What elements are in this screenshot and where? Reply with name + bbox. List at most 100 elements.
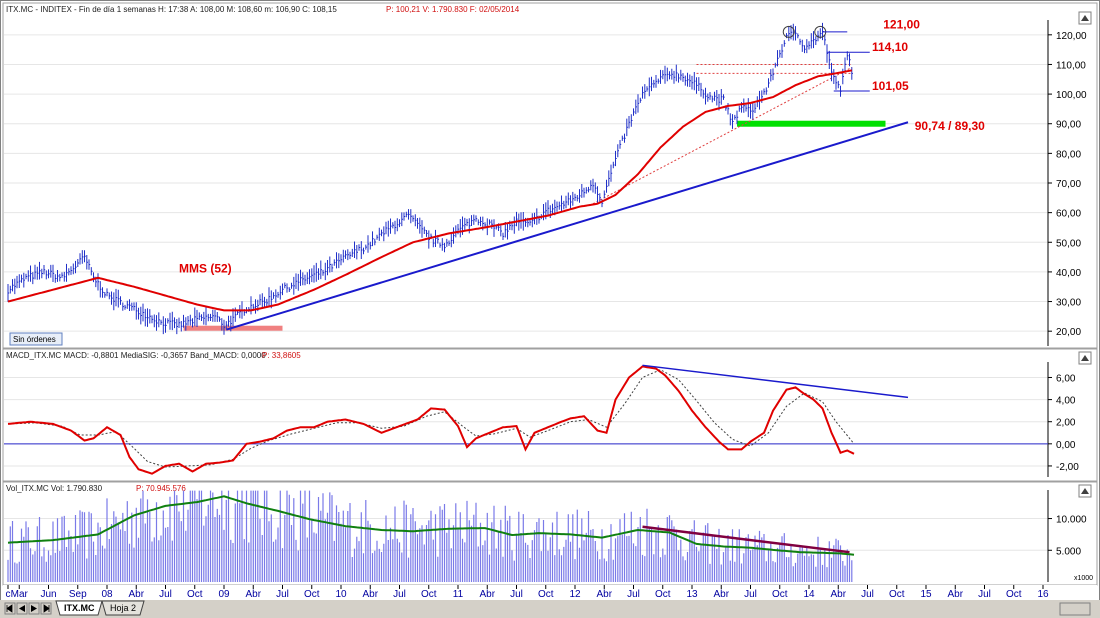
- macd-header-extra: P: 33,8605: [262, 351, 301, 360]
- support-trendline: [225, 121, 909, 331]
- x-tick-label: 12: [569, 589, 581, 600]
- moving-average: [7, 69, 852, 312]
- macd-y-tick-label: 2,00: [1056, 418, 1076, 429]
- macd-header: MACD_ITX.MC MACD: -0,8801 MediaSIG: -0,3…: [6, 351, 266, 360]
- prev-icon: [19, 605, 25, 612]
- x-tick-label: Abr: [362, 589, 378, 600]
- last-icon: [43, 604, 50, 613]
- x-tick-label: 09: [218, 589, 230, 600]
- x-tick-label: Abr: [245, 589, 261, 600]
- macd-y-tick-label: 0,00: [1056, 440, 1076, 451]
- x-tick-label: Jun: [40, 589, 56, 600]
- x-tick-label: Abr: [479, 589, 495, 600]
- macd-trendline: [642, 364, 909, 399]
- x-tick-label: Sep: [69, 589, 87, 600]
- volume-average: [7, 495, 855, 556]
- chevron-up-icon: [1081, 355, 1089, 361]
- tab-first-button[interactable]: [4, 602, 16, 615]
- macd-line: [7, 365, 855, 475]
- macd-y-tick-label: 6,00: [1056, 373, 1076, 384]
- top-marker-circle: [782, 25, 795, 38]
- first-icon: [6, 604, 13, 613]
- x-tick-label: Oct: [655, 589, 671, 600]
- x-tick-label: Jul: [978, 589, 991, 600]
- x-tick-label: Jul: [393, 589, 406, 600]
- x-tick-label: Abr: [596, 589, 612, 600]
- tab-itx-mc-label: ITX.MC: [64, 603, 95, 613]
- x-tick-label: Mar: [11, 589, 29, 600]
- x-tick-label: Oct: [1006, 589, 1022, 600]
- volume-y-tick-label: 10.000: [1056, 515, 1087, 526]
- x-tick-label: Oct: [304, 589, 320, 600]
- tab-prev-button[interactable]: [16, 602, 28, 615]
- x-tick-label: 15: [920, 589, 932, 600]
- x-tick-label: Jul: [861, 589, 874, 600]
- tab-last-button[interactable]: [40, 602, 52, 615]
- volume-header: Vol_ITX.MC Vol: 1.790.830: [6, 484, 103, 493]
- annotation-label: 114,10: [872, 40, 908, 54]
- x-tick-label: 14: [803, 589, 815, 600]
- price-y-tick-label: 50,00: [1056, 238, 1081, 249]
- price-header-extra: P: 100,21 V: 1.790.830 F: 02/05/2014: [386, 5, 520, 14]
- macd-signal-line: [7, 369, 855, 468]
- sheet-tab-bar: ITX.MC Hoja 2: [0, 600, 1100, 618]
- chevron-up-icon: [1081, 15, 1089, 21]
- sin-ordenes-label: Sin órdenes: [13, 335, 56, 344]
- dotted-trend-line: [592, 66, 852, 205]
- horizontal-scrollbar[interactable]: [1059, 602, 1091, 616]
- tab-next-button[interactable]: [28, 602, 40, 615]
- x-tick-label: Oct: [187, 589, 203, 600]
- x-tick-label: 13: [686, 589, 698, 600]
- price-y-tick-label: 80,00: [1056, 149, 1081, 160]
- price-overlays: [183, 63, 909, 331]
- chevron-up-icon: [1081, 488, 1089, 494]
- x-tick-label: Abr: [713, 589, 729, 600]
- x-tick-label: 11: [453, 589, 464, 600]
- x-tick-label: Oct: [421, 589, 437, 600]
- resistance-support-zone: [737, 120, 886, 127]
- x-tick-label: Jul: [627, 589, 640, 600]
- macd-panel: MACD_ITX.MC MACD: -0,8801 MediaSIG: -0,3…: [2, 348, 1098, 482]
- tab-hoja-2-label: Hoja 2: [110, 603, 136, 613]
- price-header: ITX.MC - INDITEX - Fin de día 1 semanas …: [6, 5, 337, 14]
- x-tick-label: Oct: [772, 589, 788, 600]
- volume-scale-label: x1000: [1074, 575, 1093, 582]
- annotation-label: 90,74 / 89,30: [915, 119, 985, 133]
- x-tick-label: Abr: [830, 589, 846, 600]
- x-tick-label: Abr: [128, 589, 144, 600]
- tab-itx-mc[interactable]: ITX.MC: [55, 600, 103, 616]
- next-icon: [31, 605, 37, 612]
- volume-average-line: [7, 495, 855, 556]
- tab-hoja-2[interactable]: Hoja 2: [101, 600, 145, 616]
- mms-52-line: [7, 69, 852, 312]
- annotation-label: 101,05: [872, 79, 909, 93]
- annotation-label: 121,00: [883, 17, 920, 31]
- macd-series: [4, 364, 1048, 475]
- price-y-tick-label: 60,00: [1056, 209, 1081, 220]
- volume-y-tick-label: 5.000: [1056, 546, 1081, 557]
- price-y-tick-label: 40,00: [1056, 268, 1081, 279]
- price-y-tick-label: 20,00: [1056, 327, 1081, 338]
- annotation-label: MMS (52): [179, 262, 232, 276]
- x-tick-label: Jul: [276, 589, 289, 600]
- macd-y-axis: 6,00 4,00 2,00 0,00 -2,00: [1047, 362, 1079, 477]
- volume-y-axis: 10.000 5.000: [1047, 490, 1087, 582]
- sin-ordenes-button[interactable]: [9, 332, 63, 346]
- volume-bars: [7, 490, 853, 582]
- x-tick-label: Oct: [538, 589, 554, 600]
- x-tick-label: Oct: [889, 589, 905, 600]
- volume-trendline: [642, 525, 850, 554]
- x-tick-label: Jul: [159, 589, 172, 600]
- price-y-tick-label: 90,00: [1056, 120, 1081, 131]
- x-tick-label: c: [6, 589, 11, 600]
- macd-y-tick-label: -2,00: [1056, 462, 1079, 473]
- x-tick-label: Abr: [947, 589, 963, 600]
- x-tick-label: 08: [101, 589, 113, 600]
- price-y-tick-label: 120,00: [1056, 31, 1087, 42]
- price-annotations: 121,00 114,10 101,05 90,74 / 89,30 MMS (52): [179, 17, 985, 275]
- x-tick-label: Jul: [744, 589, 757, 600]
- volume-header-extra: P: 70.945.576: [136, 484, 186, 493]
- volume-bars-path: [7, 490, 853, 582]
- price-y-tick-label: 100,00: [1056, 90, 1087, 101]
- volume-panel: Vol_ITX.MC Vol: 1.790.830 P: 70.945.576 …: [2, 481, 1098, 586]
